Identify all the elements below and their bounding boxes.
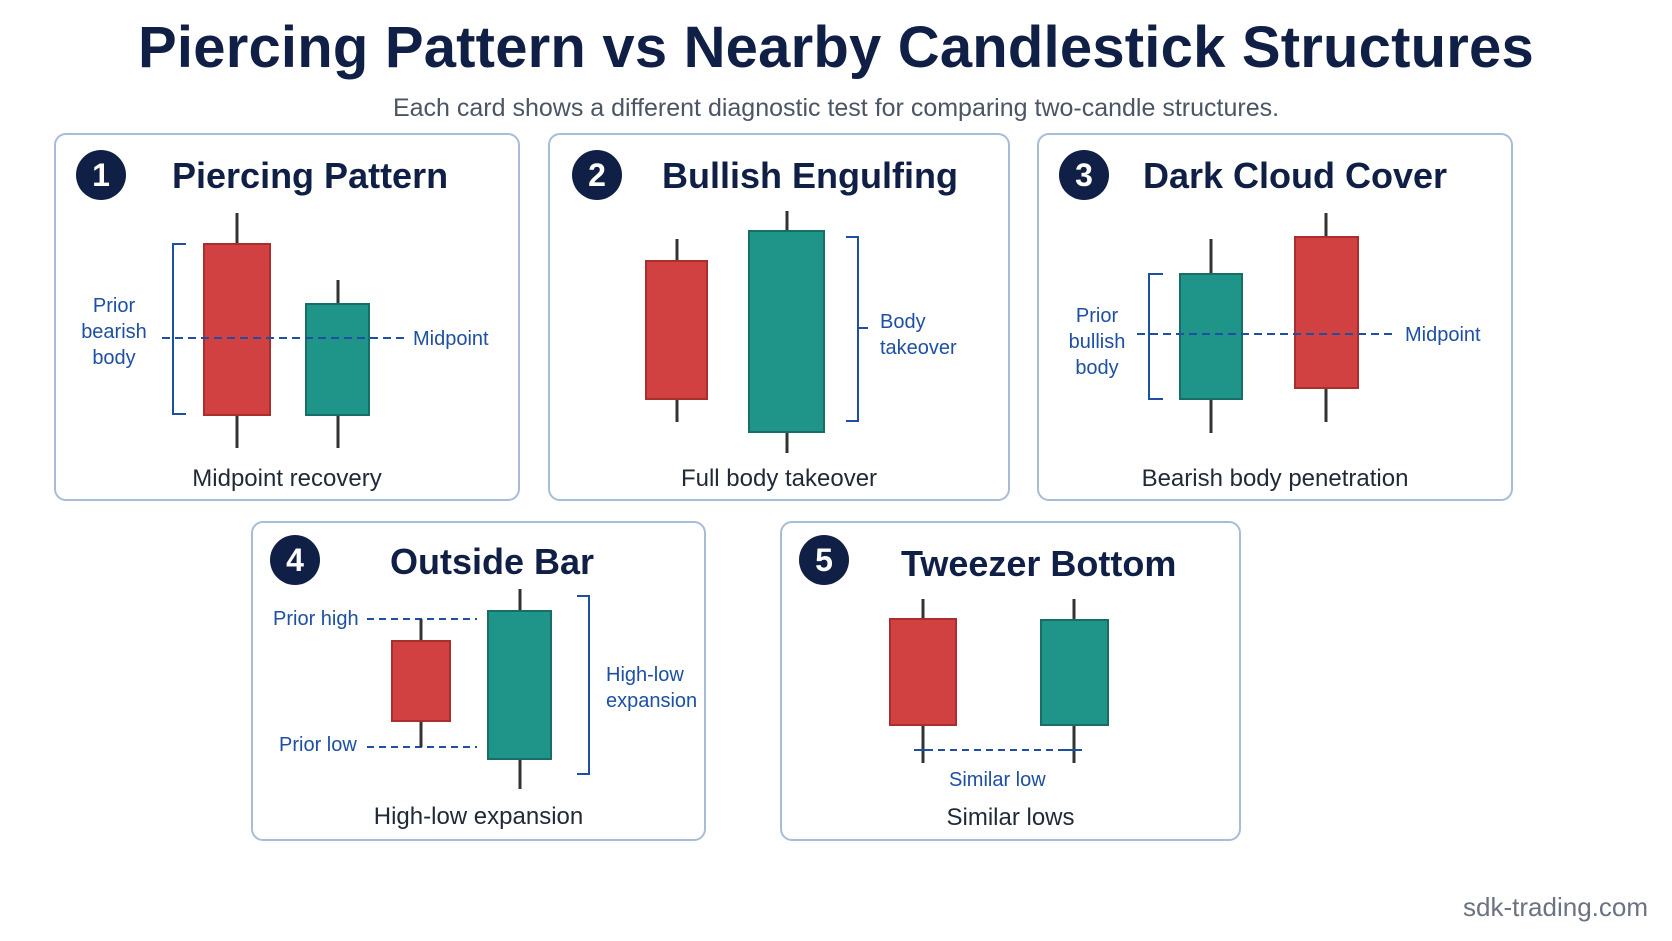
- outside-bar-diagram: [367, 589, 590, 789]
- bullish-candle-body: [748, 230, 825, 433]
- page-title: Piercing Pattern vs Nearby Candlestick S…: [138, 15, 1534, 80]
- card-caption: Bearish body penetration: [1141, 465, 1409, 492]
- card-piercing-pattern: 1 Piercing Pattern Prior bearish body Mi…: [54, 133, 520, 501]
- card-tweezer-bottom: 5 Tweezer Bottom Similar low Similar low…: [780, 521, 1241, 841]
- bullish-candle-body: [305, 303, 370, 416]
- midpoint-label: Midpoint: [1405, 324, 1481, 346]
- card-caption: Similar lows: [946, 804, 1075, 831]
- bullish-engulfing-diagram: [645, 211, 868, 453]
- card-caption: Full body takeover: [680, 465, 878, 492]
- card-title: Dark Cloud Cover: [1143, 155, 1448, 196]
- card-caption: High-low expansion: [373, 803, 584, 830]
- tweezer-bottom-diagram: [889, 599, 1109, 763]
- prior-body-bracket: [172, 243, 186, 415]
- prior-bearish-body-label: Prior bearish body: [81, 295, 147, 369]
- bearish-candle-body: [645, 260, 708, 400]
- card-title: Piercing Pattern: [172, 155, 449, 196]
- card-number-badge: 1: [76, 150, 126, 200]
- card-title: Tweezer Bottom: [901, 543, 1177, 584]
- card-caption: Midpoint recovery: [192, 465, 382, 492]
- card-title: Bullish Engulfing: [662, 155, 958, 196]
- card-title: Outside Bar: [390, 541, 595, 582]
- card-number-badge: 5: [799, 535, 849, 585]
- midpoint-label: Midpoint: [413, 328, 489, 350]
- page-subtitle: Each card shows a different diagnostic t…: [392, 94, 1280, 122]
- bullish-candle-body: [487, 610, 552, 760]
- card-outside-bar: 4 Outside Bar Prior high Prior low High-…: [251, 521, 706, 841]
- prior-body-bracket: [1148, 273, 1163, 400]
- high-low-expansion-label: High-low expansion: [606, 664, 698, 712]
- card-bullish-engulfing: 2 Bullish Engulfing Body takeover Full b…: [548, 133, 1010, 501]
- card-number-badge: 3: [1059, 150, 1109, 200]
- similar-low-label: Similar low: [949, 769, 1046, 791]
- bullish-candle-body: [1179, 273, 1243, 400]
- site-watermark: sdk-trading.com: [1463, 892, 1648, 922]
- card-number-badge: 4: [270, 535, 320, 585]
- piercing-diagram: [162, 213, 404, 448]
- body-takeover-label: Body takeover: [880, 311, 957, 359]
- prior-high-label: Prior high: [273, 608, 359, 630]
- bearish-candle-body: [889, 618, 957, 726]
- dark-cloud-cover-diagram: [1137, 213, 1395, 433]
- prior-bullish-body-label: Prior bullish body: [1068, 305, 1126, 379]
- bearish-candle-body: [391, 640, 451, 722]
- bearish-candle-body: [1294, 236, 1359, 389]
- card-dark-cloud-cover: 3 Dark Cloud Cover Prior bullish body Mi…: [1037, 133, 1513, 501]
- bearish-candle-body: [203, 243, 271, 416]
- expansion-bracket: [577, 595, 590, 775]
- card-number-badge: 2: [572, 150, 622, 200]
- bullish-candle-body: [1040, 619, 1109, 726]
- body-takeover-bracket: [846, 236, 859, 422]
- prior-low-label: Prior low: [279, 734, 357, 756]
